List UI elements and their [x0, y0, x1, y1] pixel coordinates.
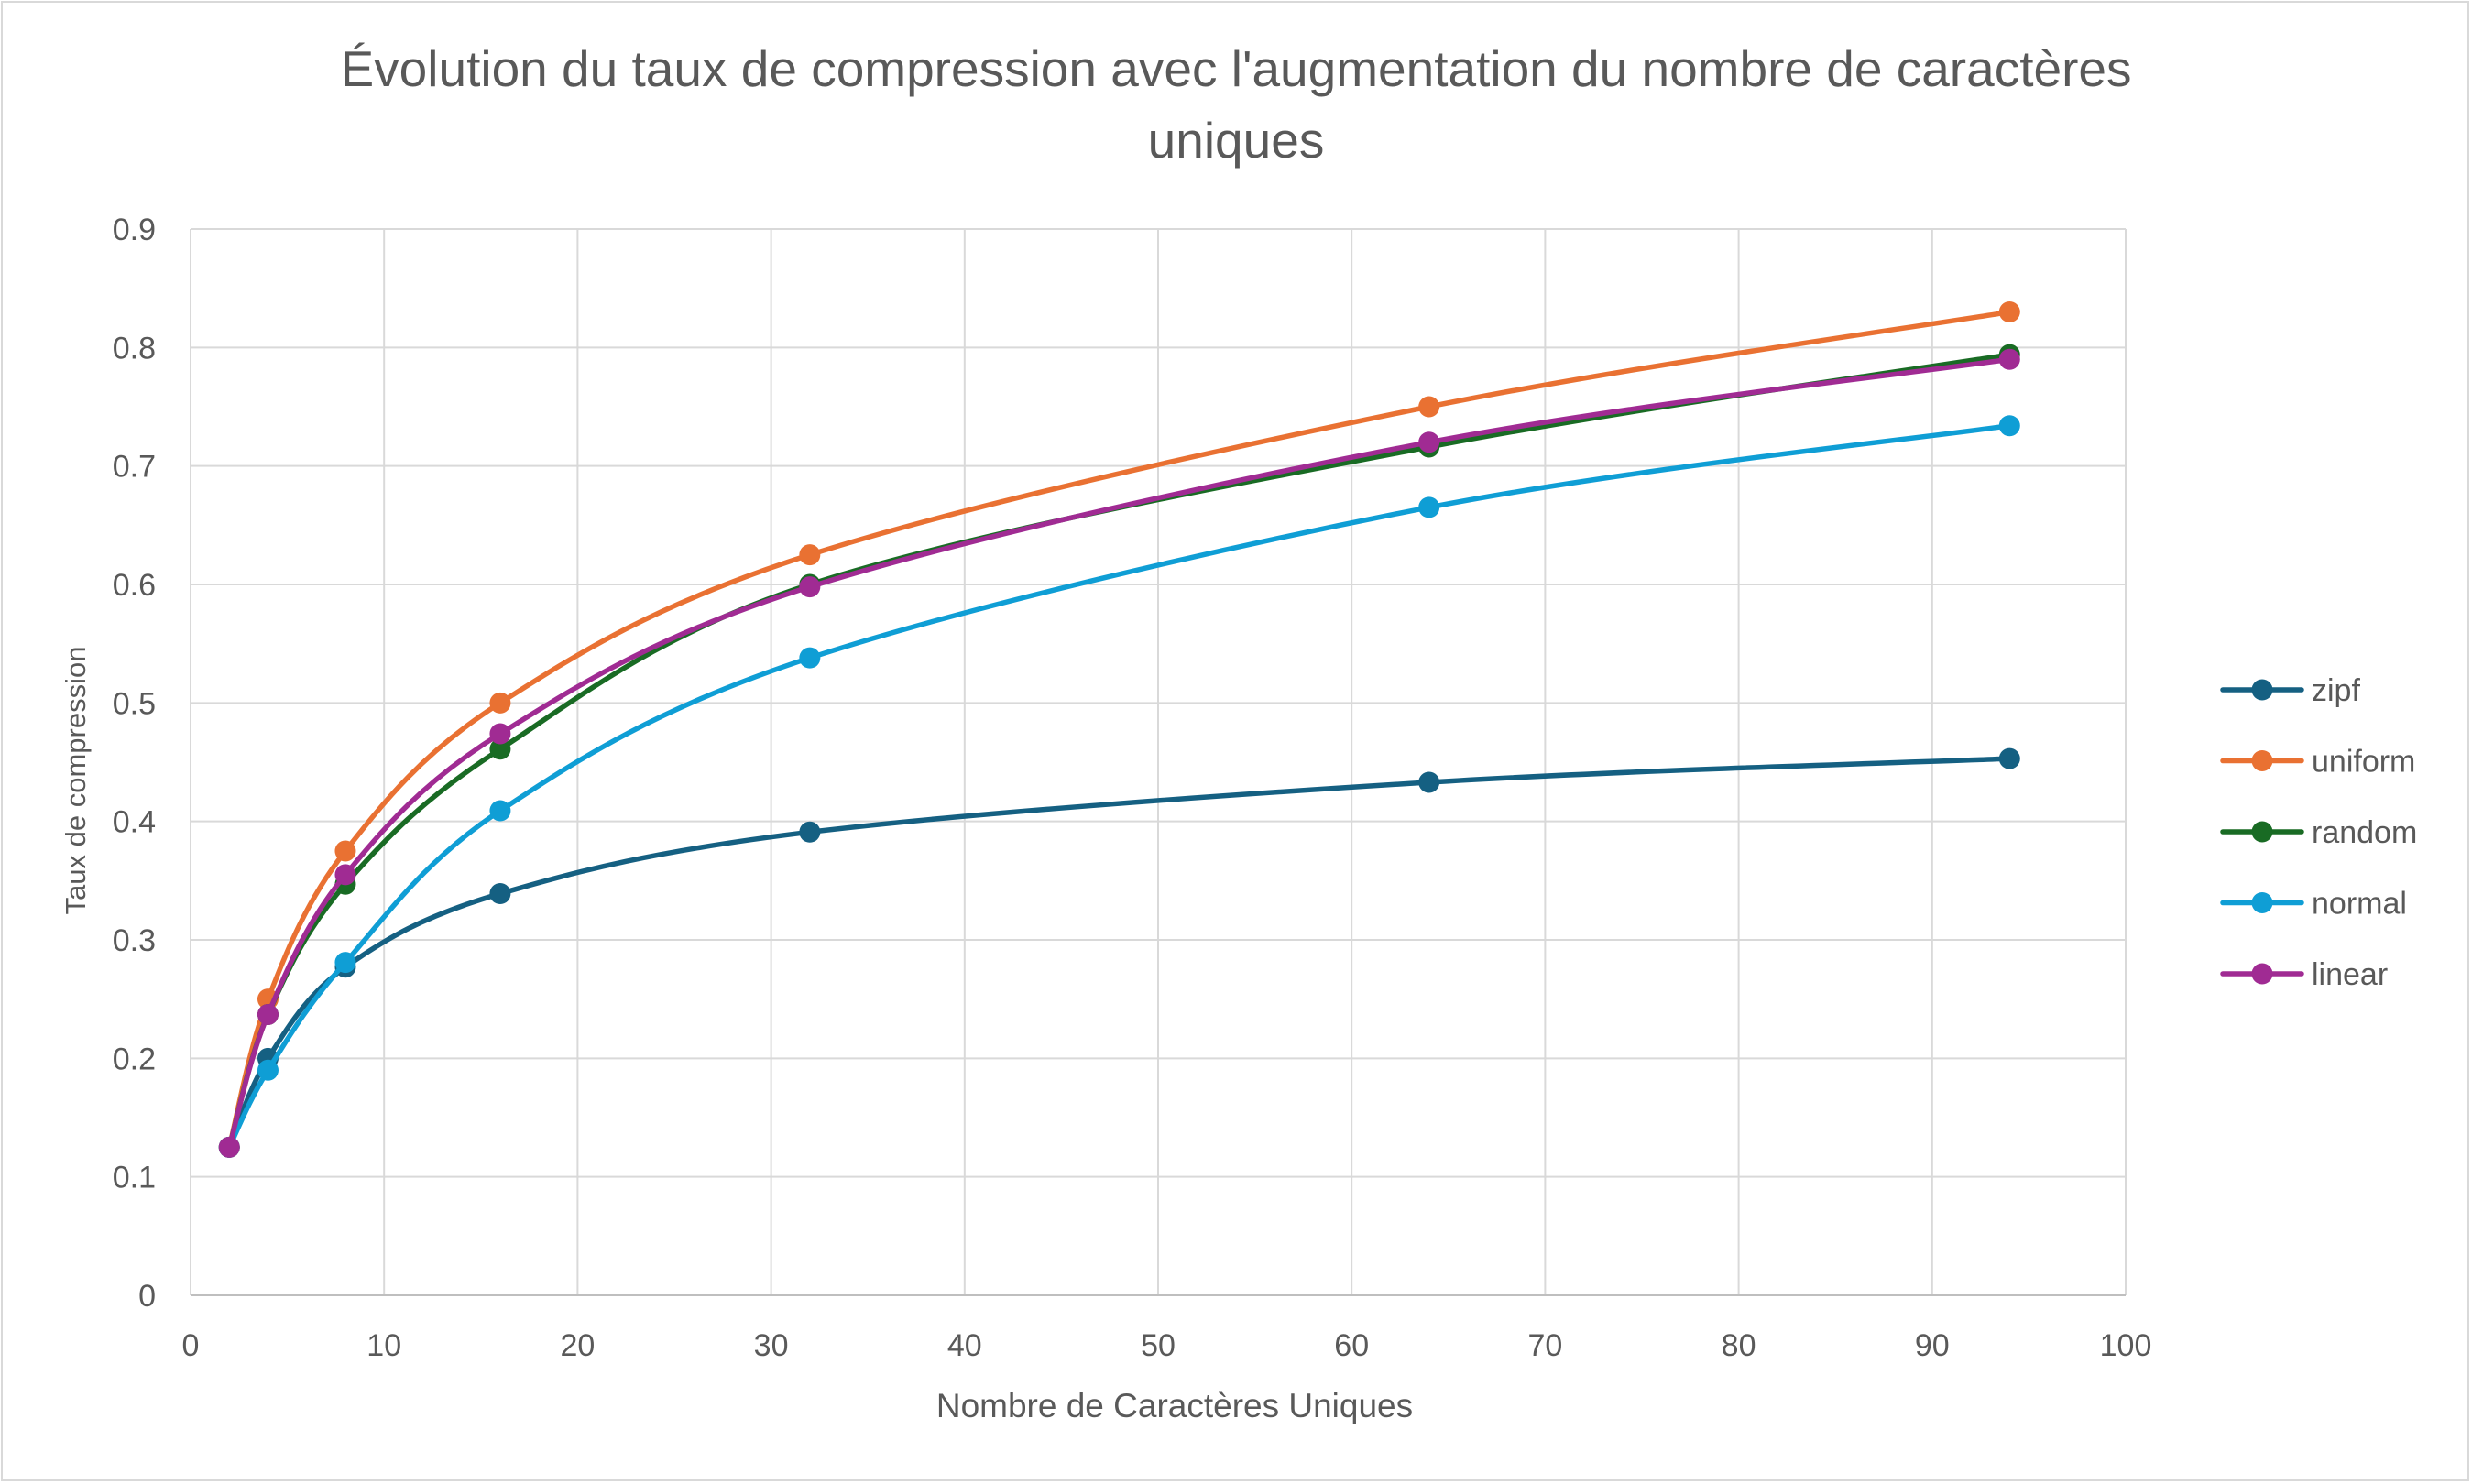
series-zipf — [218, 747, 2020, 1158]
legend-swatch-marker — [2251, 821, 2273, 843]
data-point-normal — [257, 1059, 279, 1081]
y-tick-label: 0.7 — [113, 450, 156, 485]
y-tick-label: 0.6 — [113, 568, 156, 603]
legend-swatch-marker — [2251, 892, 2273, 913]
y-tick-label: 0.1 — [113, 1161, 156, 1195]
legend-label: zipf — [2312, 673, 2360, 708]
x-tick-label: 70 — [1527, 1328, 1562, 1363]
data-point-linear — [799, 576, 821, 598]
data-point-uniform — [1998, 301, 2020, 323]
x-tick-label: 90 — [1915, 1328, 1950, 1363]
data-point-linear — [334, 864, 356, 886]
y-axis-title: Taux de compression — [60, 647, 92, 915]
data-point-zipf — [1998, 747, 2020, 769]
y-tick-label: 0.3 — [113, 923, 156, 958]
data-point-zipf — [489, 883, 511, 905]
data-point-linear — [489, 723, 511, 745]
legend-label: random — [2312, 815, 2417, 850]
x-tick-label: 10 — [366, 1328, 401, 1363]
series-line-uniform — [226, 309, 2013, 1151]
x-tick-label: 40 — [947, 1328, 982, 1363]
data-point-uniform — [799, 544, 821, 566]
legend-swatch-marker — [2251, 963, 2273, 985]
data-point-normal — [1418, 496, 1440, 518]
legend-label: linear — [2312, 957, 2388, 992]
y-tick-label: 0.2 — [113, 1042, 156, 1076]
y-tick-label: 0.4 — [113, 805, 156, 840]
series-uniform — [218, 301, 2020, 1158]
data-point-zipf — [799, 821, 821, 843]
x-tick-label: 20 — [560, 1328, 595, 1363]
y-tick-label: 0.8 — [113, 331, 156, 366]
legend-item-random: random — [2220, 815, 2417, 850]
series-line-zipf — [226, 756, 2013, 1151]
gridlines — [190, 228, 2127, 1296]
y-tick-label: 0 — [138, 1279, 156, 1314]
data-point-uniform — [1418, 396, 1440, 418]
legend-label: normal — [2312, 887, 2407, 922]
y-tick-label: 0.5 — [113, 686, 156, 721]
data-point-zipf — [1418, 771, 1440, 793]
legend-swatch-marker — [2251, 679, 2273, 701]
chart-title-line-1: Évolution du taux de compression avec l'… — [341, 40, 2132, 97]
series-line-linear — [226, 356, 2013, 1151]
legend-item-uniform: uniform — [2220, 745, 2415, 780]
legend-item-linear: linear — [2220, 957, 2388, 992]
legend-swatch-marker — [2251, 750, 2273, 771]
x-tick-label: 60 — [1334, 1328, 1369, 1363]
x-tick-label: 80 — [1722, 1328, 1756, 1363]
data-point-linear — [218, 1136, 240, 1158]
x-tick-label: 0 — [182, 1328, 200, 1363]
series-normal — [218, 415, 2020, 1158]
data-point-uniform — [334, 840, 356, 862]
legend: zipf uniform random normal linear — [2220, 673, 2417, 992]
data-point-normal — [799, 647, 821, 669]
data-point-linear — [1998, 348, 2020, 370]
data-point-linear — [257, 1003, 279, 1025]
legend-item-zipf: zipf — [2220, 673, 2360, 708]
data-point-random — [489, 738, 511, 760]
data-point-uniform — [489, 692, 511, 714]
axis-tick-labels: 0 0.1 0.2 0.3 0.4 0.5 0.6 0.7 0.8 0.9 0 10 20 30 40 50 6… — [113, 213, 2152, 1363]
data-point-normal — [1998, 415, 2020, 437]
legend-item-normal: normal — [2220, 887, 2407, 922]
series-layer — [218, 301, 2020, 1158]
data-point-normal — [489, 800, 511, 822]
series-linear — [218, 348, 2020, 1158]
x-tick-label: 50 — [1141, 1328, 1176, 1363]
x-axis-title: Nombre de Caractères Uniques — [936, 1387, 1413, 1424]
x-tick-label: 100 — [2100, 1328, 2152, 1363]
y-tick-label: 0.9 — [113, 213, 156, 247]
series-line-normal — [226, 422, 2013, 1151]
legend-label: uniform — [2312, 745, 2415, 780]
chart-title-line-2: uniques — [1148, 112, 1325, 169]
x-tick-label: 30 — [754, 1328, 789, 1363]
data-point-normal — [334, 952, 356, 974]
data-point-linear — [1418, 431, 1440, 453]
